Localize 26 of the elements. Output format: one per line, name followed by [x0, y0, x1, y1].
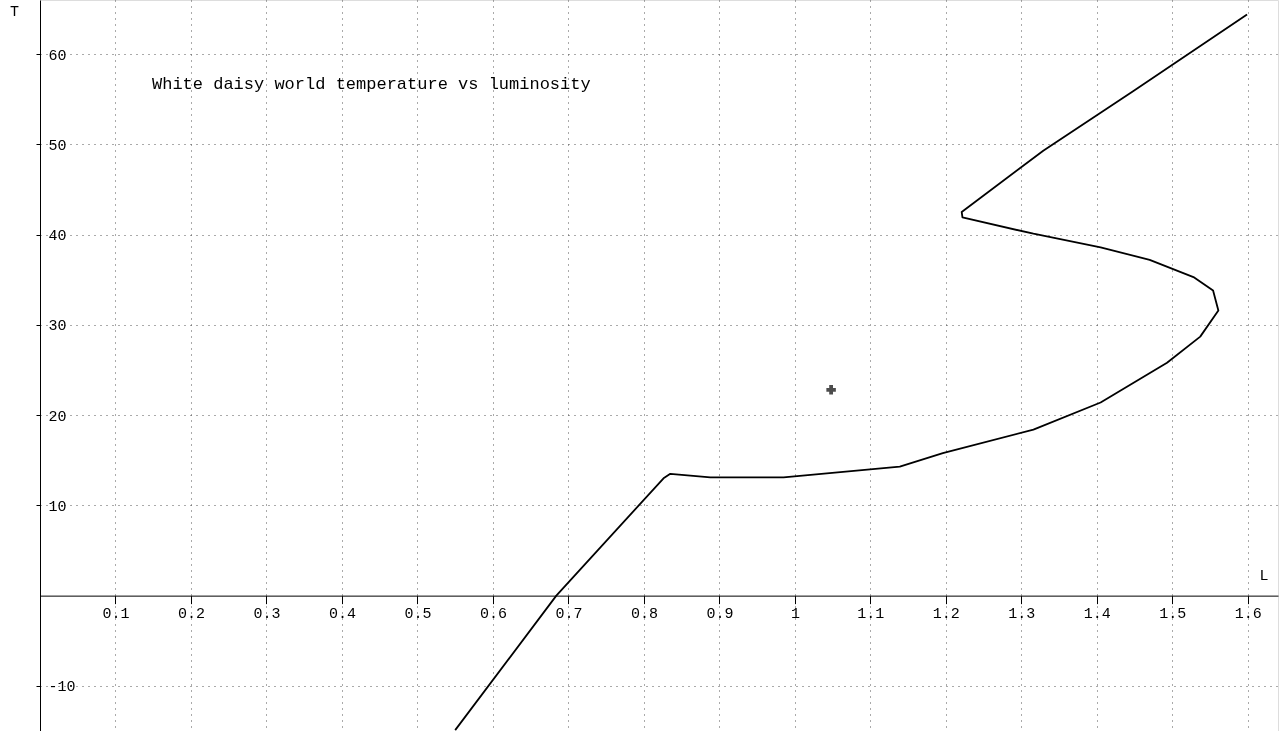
x-axis-title: L — [1259, 568, 1269, 586]
x-tick-label: 1.1 — [857, 606, 885, 624]
x-tick-label: 0.1 — [102, 606, 130, 624]
y-tick-label: 40 — [48, 228, 67, 246]
x-tick-label: 0.2 — [177, 606, 205, 624]
x-tick-label: 0.4 — [328, 606, 356, 624]
x-tick-label: 0.6 — [479, 606, 507, 624]
x-tick-label: 1.5 — [1159, 606, 1187, 624]
y-axis-title: T — [9, 3, 20, 21]
x-tick-label: 0.8 — [630, 606, 658, 624]
x-tick-label: 1.6 — [1234, 606, 1262, 624]
y-tick-label: -10 — [48, 679, 76, 697]
x-tick-label: 1 — [790, 606, 800, 624]
x-tick-label: 1.2 — [932, 606, 960, 624]
x-tick-label: 0.7 — [555, 606, 583, 624]
y-tick-label: 20 — [48, 408, 67, 426]
text: White daisy world temperature vs luminosity — [152, 75, 591, 94]
x-tick-label: 0.9 — [706, 606, 734, 624]
x-tick-label: 0.5 — [404, 606, 432, 624]
y-tick-label: 10 — [48, 498, 67, 516]
x-tick-label: 1.3 — [1008, 606, 1036, 624]
x-tick-label: 1.4 — [1083, 606, 1111, 624]
y-tick-label: 50 — [48, 137, 67, 155]
y-tick-label: 60 — [48, 47, 67, 65]
x-tick-label: 0.3 — [253, 606, 281, 624]
y-tick-label: 30 — [48, 318, 67, 336]
